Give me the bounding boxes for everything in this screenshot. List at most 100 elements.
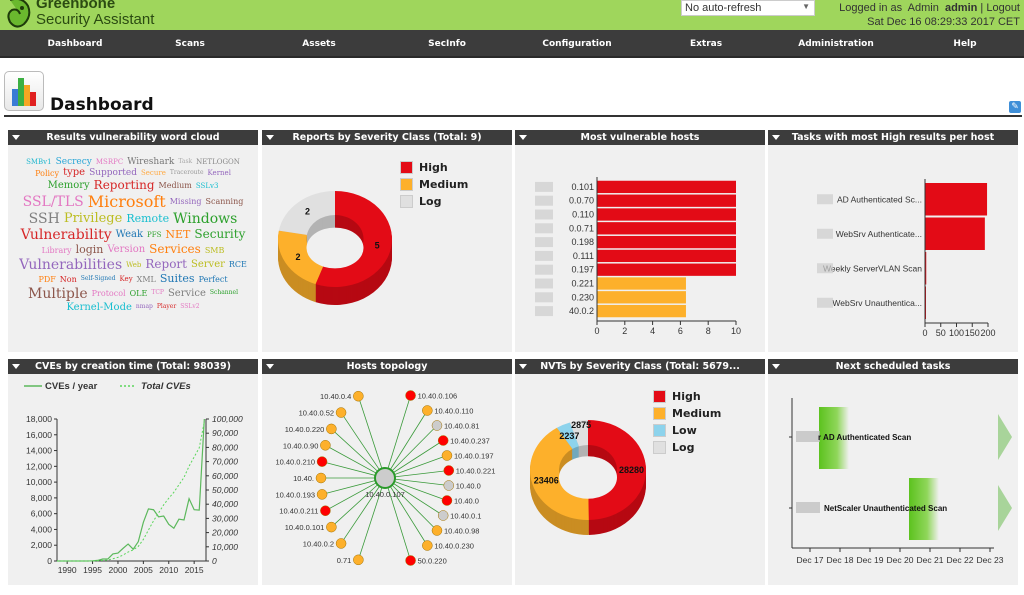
cloud-word[interactable]: OLE xyxy=(129,289,148,299)
chevron-down-icon[interactable] xyxy=(519,364,527,369)
chevron-down-icon[interactable] xyxy=(266,364,274,369)
cloud-word[interactable]: Secure xyxy=(140,169,166,178)
cloud-word[interactable]: Self-Signed xyxy=(80,274,116,282)
cloud-word[interactable]: PDF xyxy=(38,274,56,284)
cloud-word[interactable]: Security xyxy=(194,227,246,242)
legend-label: High xyxy=(419,161,448,174)
cloud-word[interactable]: PFS xyxy=(147,231,162,240)
host-node xyxy=(441,450,453,461)
panel-tasks-high: Tasks with most High results per host AD… xyxy=(768,130,1018,352)
cloud-word[interactable]: MSRPC xyxy=(95,158,124,167)
host-label: 10.40.0.221 xyxy=(456,467,496,476)
cloud-word[interactable]: Missing xyxy=(169,197,202,207)
chevron-down-icon[interactable] xyxy=(519,135,527,140)
panel-header[interactable]: Hosts topology xyxy=(262,359,512,374)
cloud-word[interactable]: Policy xyxy=(35,168,60,178)
cloud-word[interactable]: Perfect xyxy=(198,274,228,284)
cloud-word[interactable]: Task xyxy=(178,157,193,165)
cloud-word[interactable]: Server xyxy=(191,259,225,271)
panel-header[interactable]: CVEs by creation time (Total: 98039) xyxy=(8,359,258,374)
cloud-word[interactable]: NETLOGON xyxy=(196,158,240,167)
cloud-word[interactable]: type xyxy=(63,167,86,179)
cloud-word[interactable]: Microsoft xyxy=(87,191,166,211)
nav-help[interactable]: Help xyxy=(953,39,977,49)
cloud-word[interactable]: Library xyxy=(41,245,72,255)
panel-header[interactable]: Tasks with most High results per host xyxy=(768,130,1018,145)
y-tick-label-right: 30,000 xyxy=(212,513,238,523)
chevron-down-icon[interactable] xyxy=(772,135,780,140)
cloud-word[interactable]: Services xyxy=(149,242,201,257)
panel-hosts-topology: Hosts topology 10.40.0.106 10.40.0.110 10.… xyxy=(262,359,512,585)
cloud-word[interactable]: Suites xyxy=(159,272,195,286)
cloud-word[interactable]: RCE xyxy=(228,260,247,270)
logout-link[interactable]: Logout xyxy=(986,2,1020,14)
nav-dashboard[interactable]: Dashboard xyxy=(47,39,103,49)
panel-header[interactable]: NVTs by Severity Class (Total: 5679... xyxy=(515,359,765,374)
cloud-word[interactable]: Memory xyxy=(47,180,90,191)
bar xyxy=(597,194,736,207)
nav-extras[interactable]: Extras xyxy=(689,39,723,49)
panel-header[interactable]: Reports by Severity Class (Total: 9) xyxy=(262,130,512,145)
cloud-word[interactable]: Wireshark xyxy=(127,157,175,167)
cloud-word[interactable]: nmap xyxy=(135,303,153,311)
main-nav: Dashboard Scans Assets SecInfo Configura… xyxy=(0,30,1024,58)
chevron-down-icon[interactable] xyxy=(12,135,20,140)
panel-header[interactable]: Next scheduled tasks xyxy=(768,359,1018,374)
cloud-word[interactable]: Player xyxy=(156,303,177,311)
cloud-word[interactable]: Protocol xyxy=(91,289,126,299)
cloud-word[interactable]: Vulnerabilities xyxy=(19,257,123,274)
cloud-word[interactable]: Non xyxy=(59,274,77,284)
cloud-word[interactable]: Service xyxy=(167,288,206,300)
legend-label: Total CVEs xyxy=(141,381,191,392)
chevron-down-icon: ▼ xyxy=(802,2,810,11)
cloud-word[interactable]: Key xyxy=(119,275,133,284)
cloud-word[interactable]: Remote xyxy=(126,211,170,225)
host-node xyxy=(443,480,455,491)
chevron-down-icon[interactable] xyxy=(772,364,780,369)
edit-dashboard-icon[interactable]: ✎ xyxy=(1009,101,1021,113)
cloud-word[interactable]: Vulnerability xyxy=(20,227,112,244)
nav-scans[interactable]: Scans xyxy=(175,39,205,49)
user-link[interactable]: admin xyxy=(944,2,978,14)
x-tick-label: 8 xyxy=(706,326,711,336)
nav-configuration[interactable]: Configuration xyxy=(542,39,612,49)
panel-cves-time: CVEs by creation time (Total: 98039) 0 2,… xyxy=(8,359,258,585)
cloud-word[interactable]: SMBv1 xyxy=(26,158,52,167)
cloud-word[interactable]: NET xyxy=(165,227,191,241)
cloud-word[interactable]: SSLv3 xyxy=(195,181,219,190)
cloud-word[interactable]: Version xyxy=(107,244,146,256)
cloud-word[interactable]: Kernel xyxy=(207,169,231,178)
cloud-word[interactable]: Schannel xyxy=(209,289,238,297)
chevron-down-icon[interactable] xyxy=(12,364,20,369)
chevron-down-icon[interactable] xyxy=(266,135,274,140)
cloud-word[interactable]: SMB xyxy=(204,245,225,255)
cloud-word[interactable]: XML xyxy=(136,274,156,284)
cloud-word[interactable]: Windows xyxy=(173,211,238,228)
panel-header[interactable]: Results vulnerability word cloud xyxy=(8,130,258,145)
cloud-word[interactable]: login xyxy=(75,242,104,256)
cloud-word[interactable]: Weak xyxy=(115,229,144,241)
cloud-word[interactable]: SSL/TLS xyxy=(22,193,84,210)
cloud-word[interactable]: Scanning xyxy=(205,197,244,207)
cloud-word[interactable]: TCP xyxy=(151,289,164,297)
cloud-word[interactable]: SSH xyxy=(28,211,60,228)
cloud-word[interactable]: Reporting xyxy=(93,177,155,192)
cloud-word[interactable]: Privilege xyxy=(63,210,123,226)
cloud-word[interactable]: Traceroute xyxy=(169,168,204,176)
cloud-word[interactable]: Kernel-Mode xyxy=(66,301,132,313)
cloud-word[interactable]: Supported xyxy=(89,167,137,178)
nav-administration[interactable]: Administration xyxy=(798,39,874,49)
cloud-word[interactable]: Multiple xyxy=(28,285,88,302)
cloud-word[interactable]: Secrecy xyxy=(55,157,92,167)
host-node xyxy=(405,390,416,401)
nav-assets[interactable]: Assets xyxy=(302,39,336,49)
cloud-word[interactable]: Medium xyxy=(158,181,192,191)
task-bar xyxy=(819,407,849,469)
cloud-word[interactable]: Web xyxy=(126,261,142,270)
cloud-word[interactable]: Report xyxy=(145,257,187,272)
cloud-word[interactable]: SSLv2 xyxy=(180,303,200,311)
auto-refresh-select[interactable]: No auto-refresh ▼ xyxy=(681,0,815,16)
panel-header[interactable]: Most vulnerable hosts xyxy=(515,130,765,145)
nav-secinfo[interactable]: SecInfo xyxy=(428,39,466,49)
